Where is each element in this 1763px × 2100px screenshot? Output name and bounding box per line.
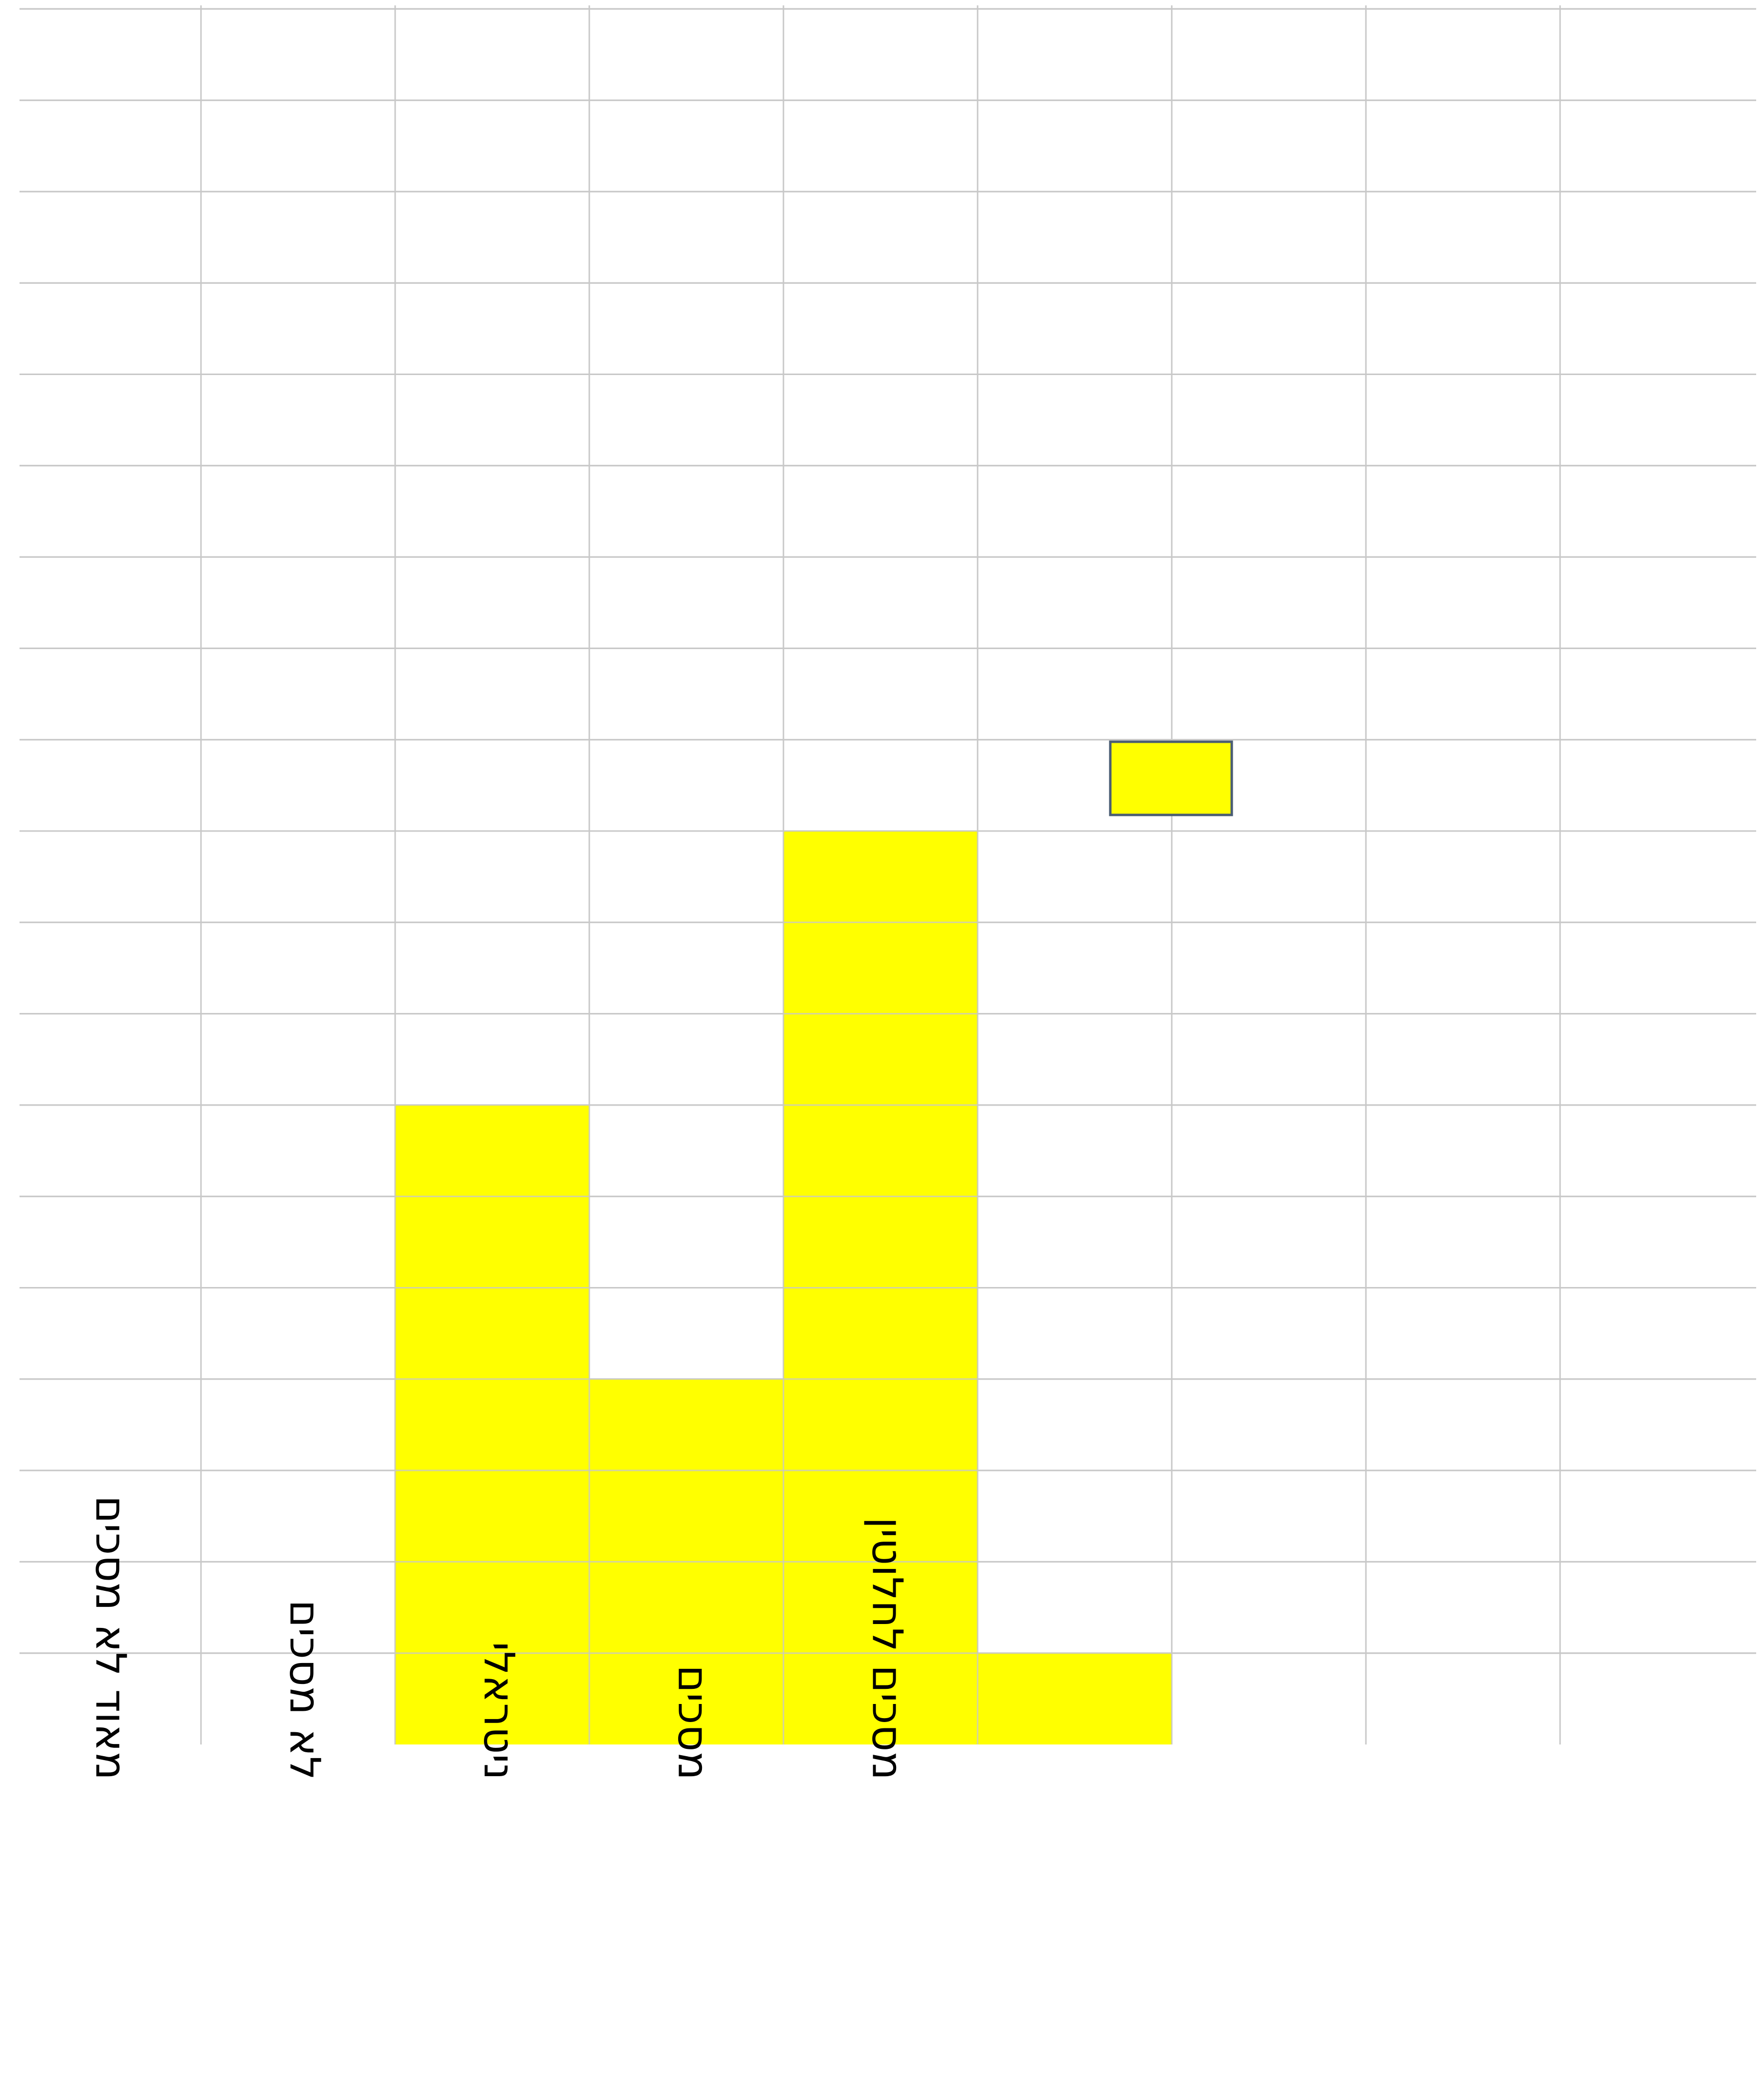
bar — [978, 1653, 1172, 1744]
x-tick-label: לא מסכים — [280, 1600, 329, 1780]
selection-marker — [1109, 740, 1233, 816]
x-tick-label: מסכים לחלוטין — [863, 1517, 912, 1780]
label-layer: מאוד לא מסכים לא מסכים ניטראלי מסכים מסכים ל… — [86, 1496, 912, 1780]
x-tick-label: ניטראלי — [475, 1642, 523, 1780]
bar-layer — [20, 5, 1756, 1744]
marker-layer — [1109, 740, 1233, 816]
x-tick-label: מסכים — [669, 1665, 718, 1780]
x-tick-label: מאוד לא מסכים — [86, 1496, 135, 1780]
bar — [395, 1105, 589, 1744]
